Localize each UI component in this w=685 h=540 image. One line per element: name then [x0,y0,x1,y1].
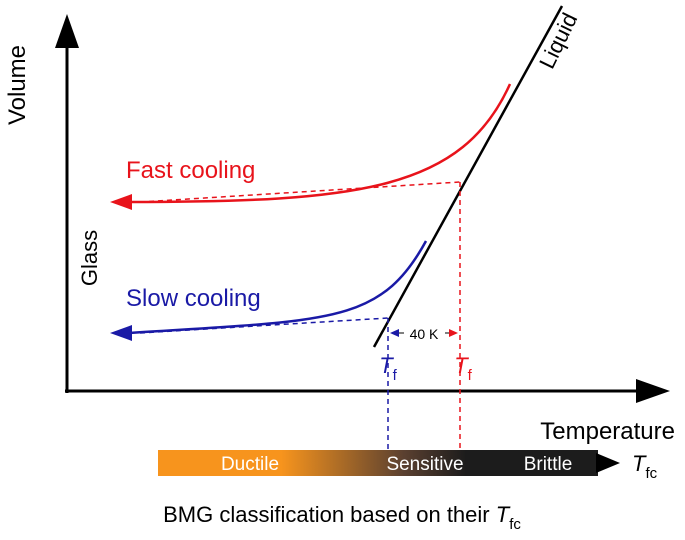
y-axis-arrow-icon [55,14,79,48]
slow-cooling-arrow-icon [110,325,132,341]
caption-subscript: fc [509,516,521,533]
slow-cooling-curve [127,240,428,335]
classification-axis-symbol: T [632,451,647,476]
classification-axis-label: Tfc [632,451,658,482]
fast-cooling-extrapolation [139,181,461,203]
slow-tf-symbol: T [379,353,394,378]
fast-cooling-curve [127,83,512,204]
x-axis-label: Temperature [540,418,675,445]
fast-tf-subscript: f [468,367,473,384]
fast-tf-symbol: T [454,353,469,378]
slow-cooling-label: Slow cooling [126,285,261,312]
gap-left-arrow-icon [390,329,399,337]
classification-ductile: Ductile [221,454,279,475]
classification-sensitive: Sensitive [386,454,463,475]
gap-right-arrow-icon [449,329,458,337]
liquid-line [372,5,564,348]
x-axis-arrow-icon [636,379,670,403]
glass-label: Glass [77,230,102,286]
liquid-label: Liquid [534,9,582,73]
caption-symbol: T [496,502,511,527]
fast-tf-label: Tf [454,353,472,384]
classification-bar-arrow-icon [596,453,620,473]
slow-tf-label: Tf [379,353,397,384]
gap-label: 40 K [410,326,439,342]
fast-cooling-label: Fast cooling [126,157,255,184]
caption: BMG classification based on their Tfc [163,502,521,533]
caption-text: BMG classification based on their [163,502,496,527]
y-axis-label: Volume [4,45,31,125]
classification-bar [158,450,598,476]
fast-cooling-arrow-icon [110,194,132,210]
slow-cooling-extrapolation [139,317,389,334]
slow-tf-subscript: f [393,367,398,384]
classification-axis-subscript: fc [645,465,657,482]
axes [55,14,670,403]
classification-brittle: Brittle [524,454,573,475]
gap-indicator: 40 K [390,324,458,342]
